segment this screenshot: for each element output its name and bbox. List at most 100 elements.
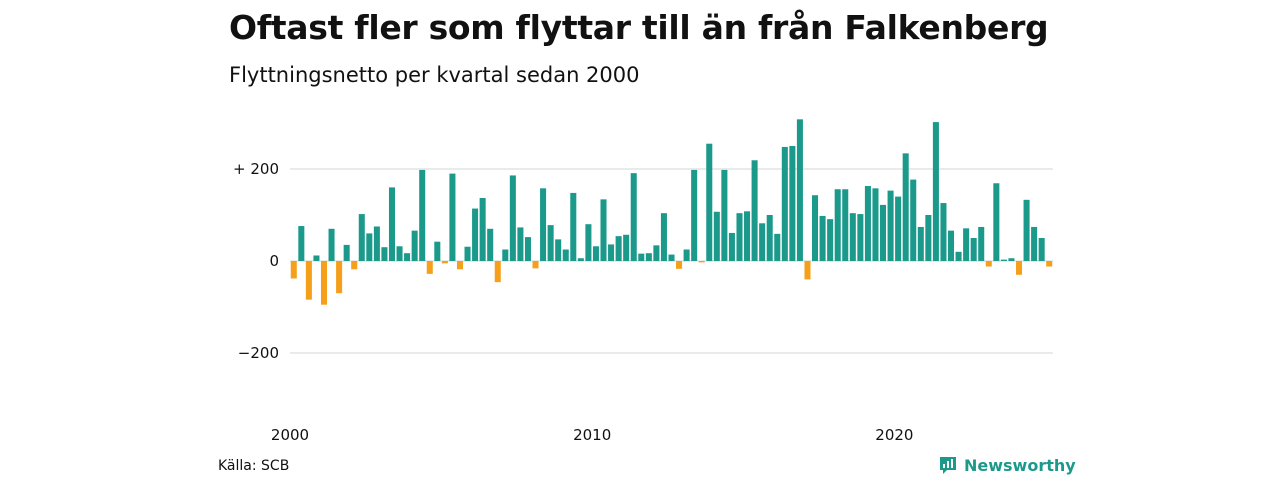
bar <box>834 189 841 261</box>
bar <box>910 179 917 261</box>
bar <box>419 169 426 261</box>
chart-subtitle: Flyttningsnetto per kvartal sedan 2000 <box>229 63 640 87</box>
bar <box>426 261 433 274</box>
bar <box>721 169 728 261</box>
bar <box>925 215 932 261</box>
bar <box>479 197 486 261</box>
bar <box>842 189 849 261</box>
bar <box>585 224 592 261</box>
x-tick-labels: 2000 2010 2020 <box>271 426 914 444</box>
bar <box>895 196 902 261</box>
bar <box>509 175 516 261</box>
bar <box>1038 238 1045 261</box>
bar <box>993 183 1000 261</box>
x-tick-label: 2010 <box>573 426 611 444</box>
bar <box>638 253 645 261</box>
bar <box>751 160 758 261</box>
bar <box>827 219 834 261</box>
bar <box>849 213 856 261</box>
y-tick-labels: + 200 0 −200 <box>233 160 279 362</box>
bar <box>1031 226 1038 261</box>
bar <box>668 254 675 261</box>
bar <box>381 247 388 261</box>
bar <box>864 186 871 261</box>
bar <box>343 244 350 261</box>
bar <box>313 255 320 261</box>
bar <box>804 261 811 280</box>
bar <box>502 249 509 261</box>
bar <box>524 237 531 261</box>
bar <box>472 208 479 261</box>
bar <box>540 188 547 261</box>
bar <box>608 244 615 261</box>
bar <box>872 188 879 261</box>
bar <box>305 261 312 300</box>
bar <box>963 228 970 261</box>
chart-title: Oftast fler som flyttar till än från Fal… <box>229 8 1049 47</box>
bar <box>570 192 577 261</box>
bar <box>653 245 660 261</box>
bar <box>336 261 343 294</box>
bar <box>774 233 781 261</box>
bar <box>592 246 599 261</box>
bar <box>562 249 569 261</box>
bar <box>532 261 539 269</box>
bar <box>494 261 501 283</box>
bar <box>298 226 305 261</box>
bar <box>1000 259 1007 261</box>
bar <box>940 203 947 261</box>
bar <box>1023 199 1030 261</box>
bar <box>917 226 924 261</box>
bar <box>713 211 720 261</box>
bar <box>676 261 683 269</box>
bar <box>789 146 796 261</box>
bar <box>615 236 622 261</box>
bar <box>660 213 667 261</box>
bar <box>1008 258 1015 261</box>
bar <box>698 261 705 263</box>
bar <box>456 261 463 270</box>
bar <box>736 213 743 261</box>
bar <box>388 187 395 261</box>
bar <box>328 228 335 261</box>
bar <box>404 253 411 261</box>
y-tick-label: −200 <box>238 344 279 362</box>
bar <box>887 190 894 261</box>
bar <box>411 230 418 261</box>
bar <box>744 211 751 261</box>
bar <box>985 261 992 267</box>
bar <box>691 169 698 261</box>
bar <box>290 261 297 279</box>
bar <box>902 153 909 261</box>
bars <box>290 119 1053 305</box>
bar <box>683 249 690 261</box>
source-label: Källa: SCB <box>218 458 290 474</box>
bar <box>623 234 630 261</box>
y-tick-label: 0 <box>269 252 279 270</box>
bar <box>555 239 562 261</box>
bar <box>577 258 584 261</box>
bar <box>728 232 735 261</box>
bar <box>706 143 713 261</box>
bar <box>645 253 652 261</box>
bar <box>396 246 403 261</box>
bar <box>366 233 373 261</box>
bar <box>759 223 766 261</box>
bar <box>880 204 887 261</box>
bar <box>955 251 962 261</box>
newsworthy-logo: Newsworthy <box>938 455 1076 475</box>
bar <box>947 230 955 261</box>
bar <box>373 226 380 261</box>
x-tick-label: 2020 <box>875 426 913 444</box>
bar <box>487 228 494 261</box>
bar <box>517 227 524 261</box>
bar <box>1046 261 1053 267</box>
bar <box>781 146 788 261</box>
bar <box>600 199 607 261</box>
bar <box>547 225 554 261</box>
brand-name: Newsworthy <box>964 455 1076 475</box>
bar <box>449 173 456 261</box>
bar <box>812 195 819 261</box>
bar <box>796 119 803 261</box>
